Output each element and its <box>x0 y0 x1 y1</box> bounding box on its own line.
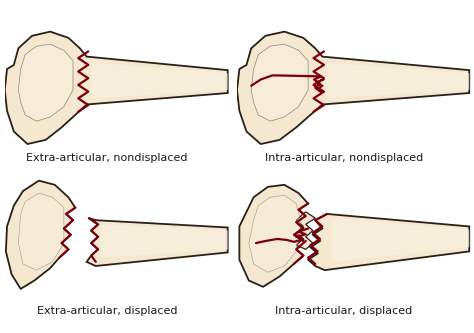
Polygon shape <box>237 32 469 144</box>
Text: Intra-articular, nondisplaced: Intra-articular, nondisplaced <box>264 153 423 163</box>
Polygon shape <box>87 218 228 266</box>
Text: Intra-articular, displaced: Intra-articular, displaced <box>275 306 412 316</box>
Polygon shape <box>239 185 308 287</box>
Polygon shape <box>5 32 228 144</box>
Polygon shape <box>18 193 64 270</box>
Polygon shape <box>91 63 228 98</box>
Polygon shape <box>6 180 75 289</box>
Polygon shape <box>296 212 315 249</box>
Text: Extra-articular, displaced: Extra-articular, displaced <box>37 306 177 316</box>
Polygon shape <box>18 44 73 121</box>
Polygon shape <box>332 218 469 262</box>
Polygon shape <box>249 195 301 272</box>
Polygon shape <box>251 44 308 121</box>
Polygon shape <box>327 63 469 98</box>
Polygon shape <box>308 214 469 270</box>
Text: Extra-articular, nondisplaced: Extra-articular, nondisplaced <box>27 153 188 163</box>
Polygon shape <box>100 224 228 258</box>
